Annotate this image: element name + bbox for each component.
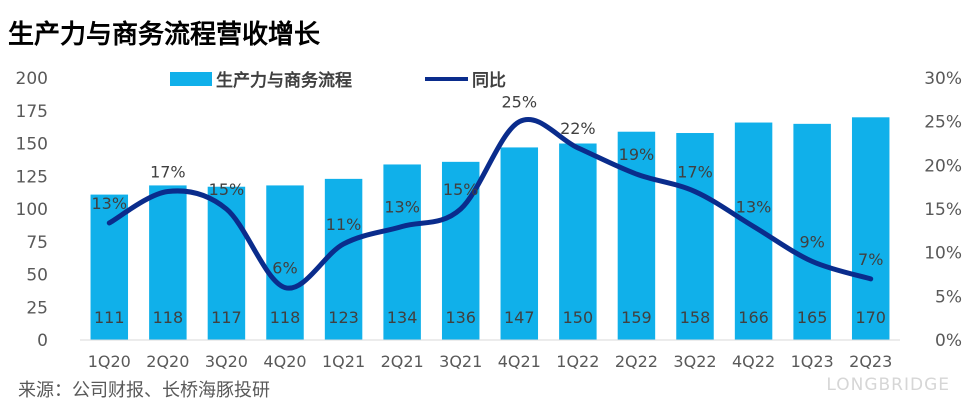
bar-3Q22 — [676, 133, 714, 340]
bar-1Q22 — [559, 143, 597, 340]
bar-4Q22 — [734, 122, 773, 340]
yoy-value-label: 17% — [150, 163, 186, 182]
left-tick-label: 175 — [16, 102, 48, 122]
yoy-value-label: 11% — [326, 215, 362, 234]
right-tick-label: 5% — [935, 287, 962, 307]
bar-value-label: 118 — [270, 308, 301, 327]
bar-value-label: 147 — [504, 308, 535, 327]
category-label: 2Q23 — [849, 352, 892, 371]
bar-value-label: 170 — [855, 308, 886, 327]
left-axis: 0 25 50 75 100 125 150 175 200 — [16, 69, 48, 351]
yoy-value-label: 13% — [736, 197, 772, 216]
bar-2Q21 — [383, 164, 421, 340]
category-label: 4Q22 — [732, 352, 775, 371]
yoy-value-label: 9% — [799, 232, 824, 251]
bar-4Q21 — [500, 147, 539, 340]
category-label: 1Q20 — [88, 352, 131, 371]
category-label: 4Q20 — [263, 352, 306, 371]
category-label: 3Q20 — [205, 352, 248, 371]
legend-bar-swatch — [170, 72, 212, 86]
legend-line-label: 同比 — [472, 70, 506, 91]
yoy-value-label: 15% — [209, 180, 245, 199]
yoy-value-label: 13% — [384, 197, 420, 216]
yoy-line — [106, 117, 874, 291]
category-axis: 1Q20 2Q20 3Q20 4Q20 1Q21 2Q21 3Q21 4Q21 1Q22 2Q22… — [88, 352, 893, 371]
bar-value-label: 136 — [445, 308, 476, 327]
yoy-value-label: 22% — [560, 119, 596, 138]
line-series: 13% 17% 15% 6% 11% 13% 15% 25% 22% 19% 17% 13% 9% 7% — [92, 93, 883, 291]
left-tick-label: 200 — [16, 69, 48, 89]
right-tick-label: 30% — [924, 69, 962, 89]
legend-bar-label: 生产力与商务流程 — [216, 70, 352, 91]
bar-value-label: 118 — [153, 308, 184, 327]
bar-4Q20 — [266, 185, 304, 340]
category-label: 2Q22 — [615, 352, 658, 371]
yoy-value-label: 19% — [619, 145, 655, 164]
watermark: LONGBRIDGE — [826, 375, 950, 395]
bar-1Q21 — [324, 178, 363, 340]
chart-title: 生产力与商务流程营收增长 — [8, 20, 321, 50]
left-tick-label: 100 — [16, 200, 48, 220]
bar-2Q23 — [851, 117, 890, 340]
bar-value-label: 134 — [387, 308, 418, 327]
category-label: 2Q21 — [381, 352, 424, 371]
bar-value-label: 158 — [680, 308, 711, 327]
yoy-value-label: 25% — [502, 93, 538, 112]
bar-value-label: 159 — [621, 308, 652, 327]
left-tick-label: 150 — [16, 135, 48, 155]
legend: 生产力与商务流程 同比 — [170, 70, 506, 91]
bar-value-label: 150 — [563, 308, 594, 327]
bar-value-label: 123 — [328, 308, 359, 327]
bar-2Q20 — [149, 185, 187, 340]
bar-value-label: 117 — [211, 308, 242, 327]
category-label: 3Q21 — [439, 352, 482, 371]
yoy-value-label: 17% — [677, 163, 713, 182]
bar-1Q20 — [90, 194, 129, 340]
bar-value-label: 111 — [94, 308, 125, 327]
category-label: 1Q21 — [322, 352, 365, 371]
yoy-value-label: 7% — [858, 250, 883, 269]
category-label: 1Q22 — [556, 352, 599, 371]
yoy-value-label: 13% — [92, 194, 128, 213]
right-tick-label: 20% — [924, 156, 962, 176]
category-label: 3Q22 — [673, 352, 716, 371]
right-tick-label: 15% — [924, 200, 962, 220]
left-tick-label: 25 — [26, 298, 48, 318]
left-tick-label: 50 — [26, 266, 48, 286]
right-tick-label: 0% — [935, 331, 962, 351]
left-tick-label: 0 — [37, 331, 48, 351]
left-tick-label: 125 — [16, 167, 48, 187]
bar-value-label: 165 — [797, 308, 828, 327]
bar-1Q23 — [793, 123, 831, 340]
category-label: 4Q21 — [498, 352, 541, 371]
left-tick-label: 75 — [26, 233, 48, 253]
category-label: 2Q20 — [146, 352, 189, 371]
bar-value-label: 166 — [738, 308, 769, 327]
source-note: 来源：公司财报、长桥海豚投研 — [18, 380, 270, 401]
yoy-value-label: 15% — [443, 180, 479, 199]
yoy-value-label: 6% — [272, 259, 297, 278]
category-label: 1Q23 — [791, 352, 834, 371]
right-axis: 0% 5% 10% 15% 20% 25% 30% — [924, 69, 962, 351]
right-tick-label: 10% — [924, 244, 962, 264]
bar-series: 111 118 117 118 123 134 136 147 150 159 158 166 165 1… — [80, 117, 900, 341]
right-tick-label: 25% — [924, 113, 962, 133]
